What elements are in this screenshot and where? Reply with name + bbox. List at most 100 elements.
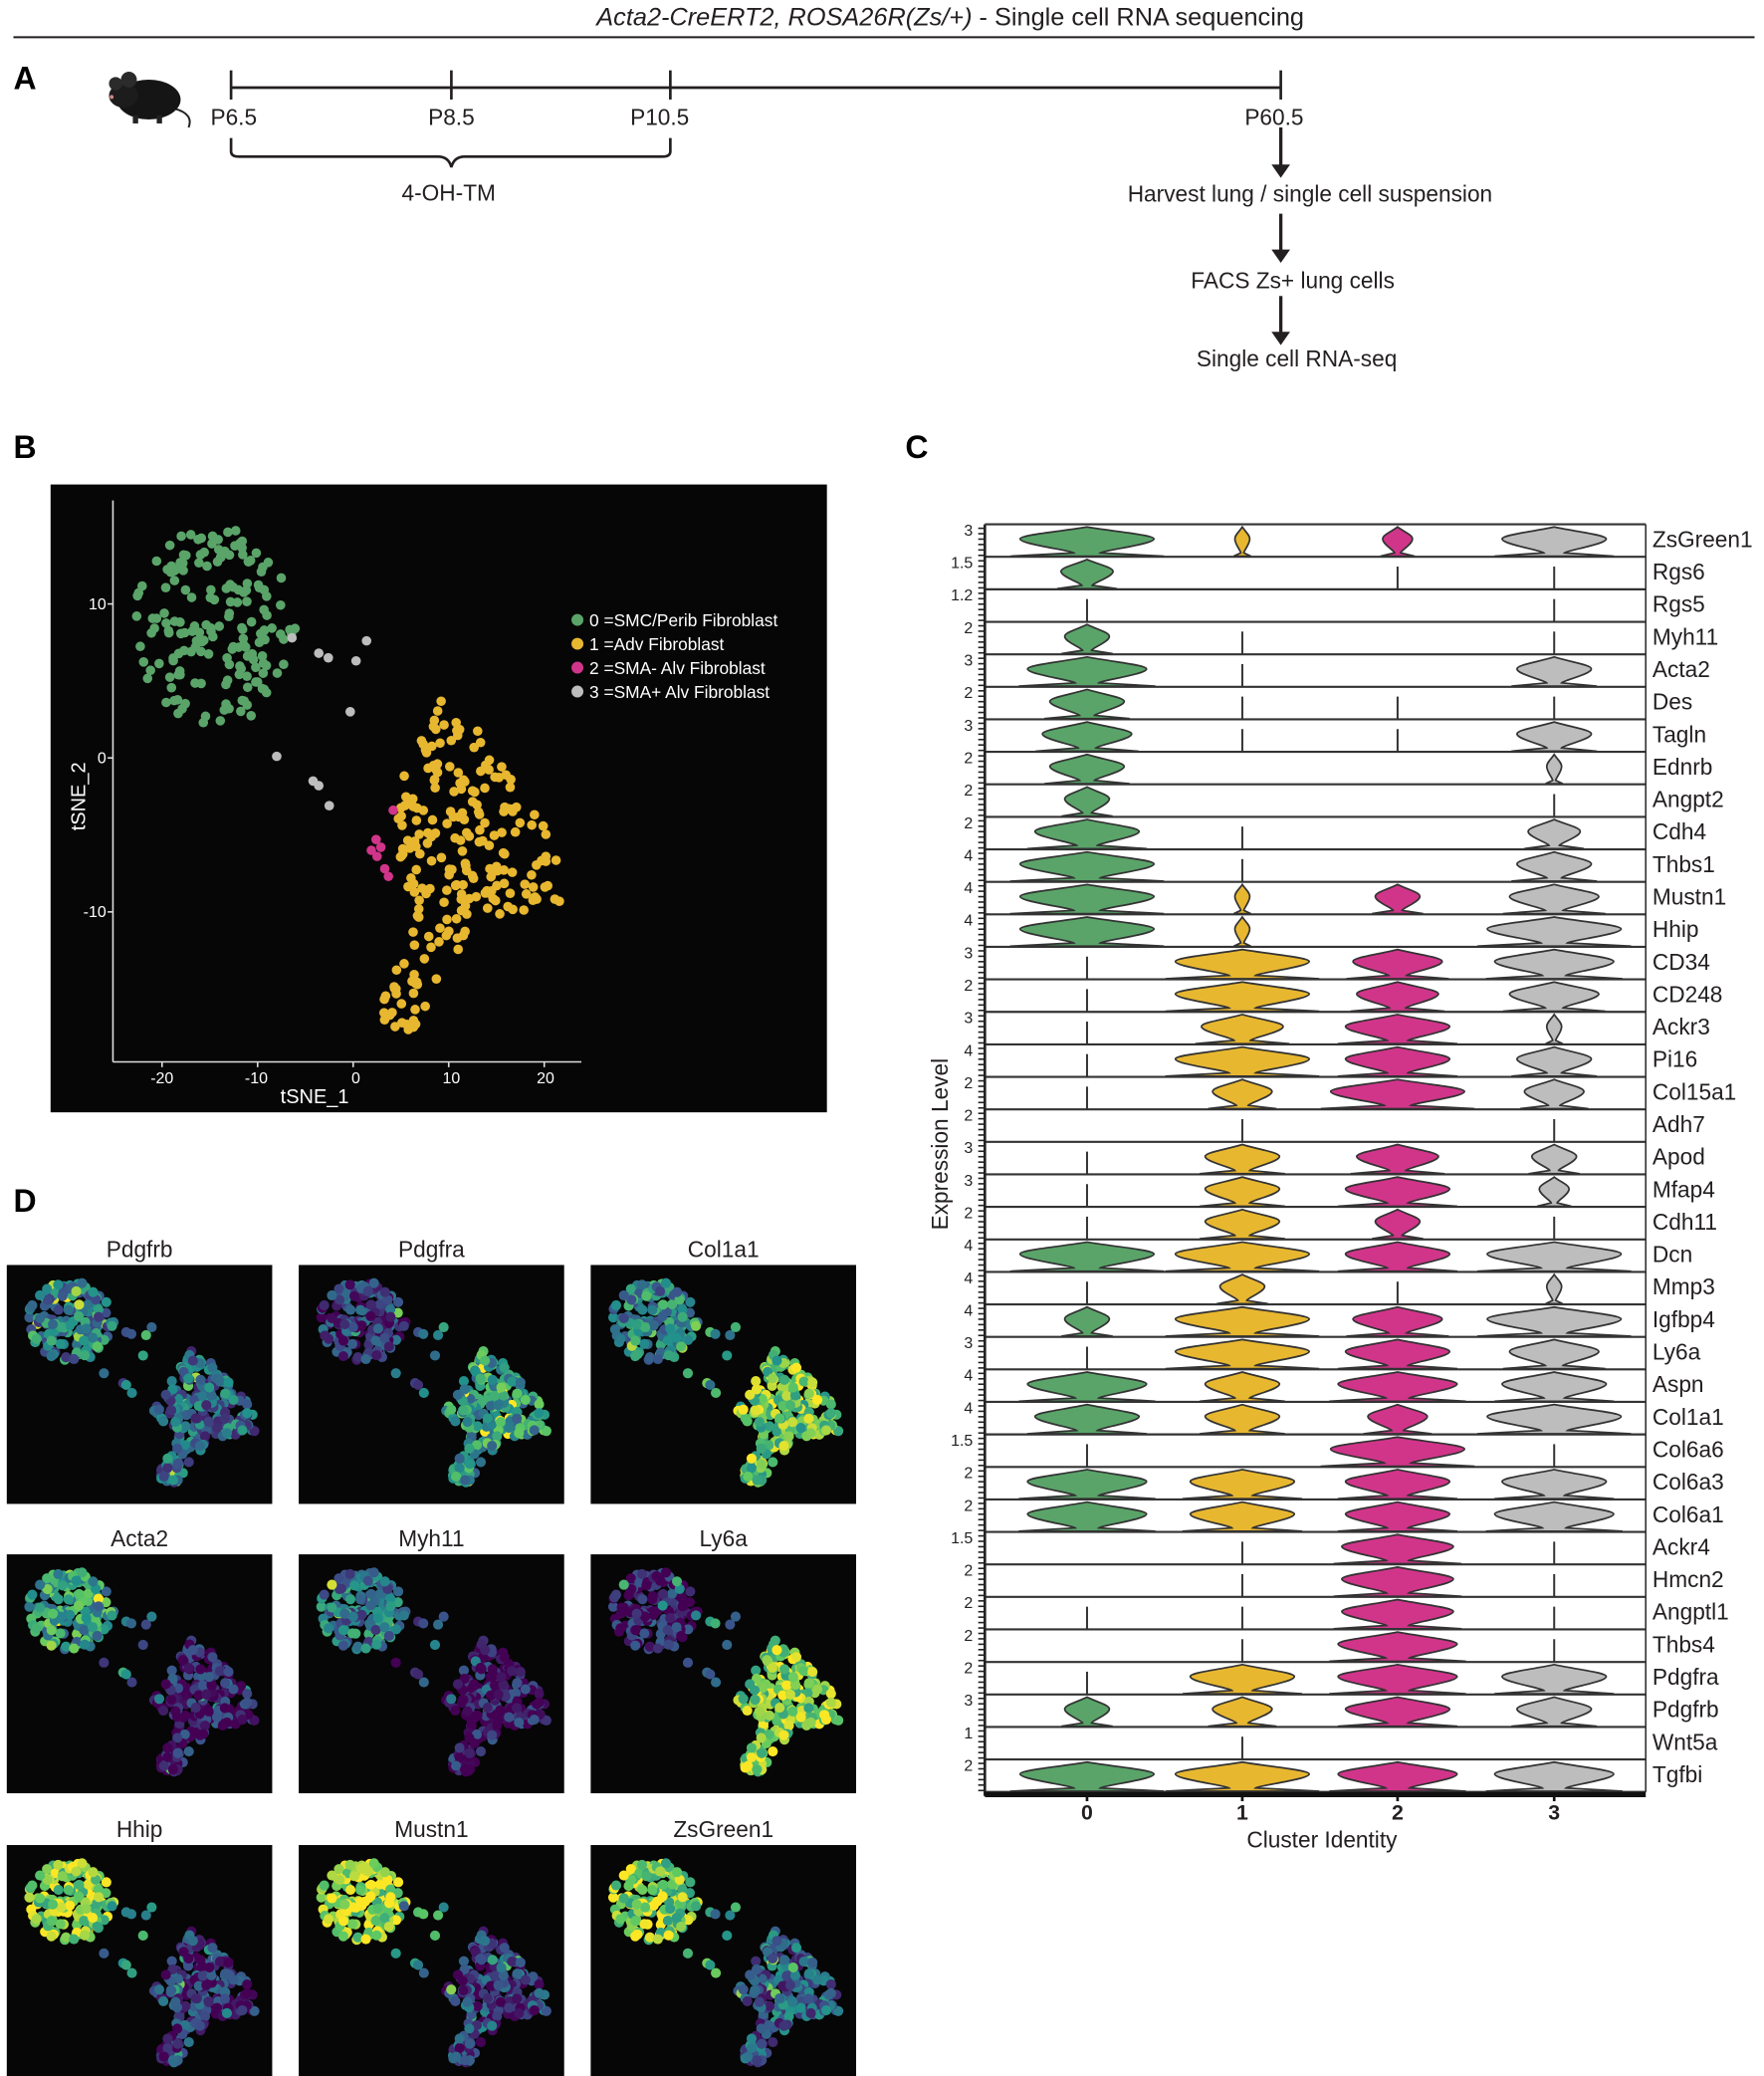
feature-point [805, 1717, 816, 1729]
feature-point [487, 2020, 498, 2031]
violin-row-Mustn1: 4 Mustn1 [964, 880, 1726, 916]
tsne-point-cluster-3 [314, 648, 325, 658]
feature-point [647, 1594, 658, 1605]
tsne-point-cluster-1 [468, 873, 479, 884]
feature-point [631, 1608, 642, 1619]
feature-point [820, 2004, 832, 2016]
x-axis-title: tSNE_1 [281, 1086, 349, 1108]
feature-point [107, 1610, 117, 1621]
feature-point [482, 1702, 493, 1714]
y-tick-label: 3 [964, 945, 973, 962]
feature-point [812, 1394, 823, 1405]
tsne-point-cluster-1 [451, 879, 462, 890]
violin-cluster-1 [1165, 1241, 1320, 1272]
tsne-point-cluster-0 [196, 646, 206, 657]
tsne-point-cluster-0 [230, 541, 240, 551]
feature-point [452, 1969, 464, 1980]
feature-point [53, 1304, 64, 1315]
y-tick-label: -10 [84, 904, 107, 921]
feature-point [772, 1645, 782, 1656]
feature-point [459, 1963, 470, 1975]
feature-point [764, 1421, 775, 1432]
feature-point [83, 1298, 94, 1309]
feature-point [398, 1610, 409, 1621]
feature-point [56, 1321, 67, 1333]
tsne-point-cluster-1 [420, 1001, 430, 1012]
feature-point [158, 1471, 169, 1483]
feature-point [752, 1475, 763, 1486]
feature-point [53, 1594, 64, 1605]
tsne-point-cluster-0 [169, 576, 180, 585]
tsne-point-cluster-1 [398, 844, 409, 854]
feature-point [190, 1413, 201, 1424]
feature-point [327, 1579, 337, 1590]
feature-point [795, 2002, 806, 2013]
feature-point [676, 1341, 687, 1352]
feature-point [61, 1641, 72, 1652]
gene-label: Thbs4 [1653, 1631, 1715, 1657]
feature-point [35, 1870, 46, 1881]
tsne-point-cluster-1 [480, 783, 490, 794]
feature-point [221, 1428, 233, 1439]
tsne-point-cluster-0 [172, 695, 183, 705]
feature-point [774, 1992, 785, 2004]
violin-row-Cdh4: 2 Cdh4 [964, 815, 1706, 851]
feature-point [24, 1892, 35, 1903]
feature-point [249, 2005, 260, 2016]
tsne-point-cluster-0 [175, 617, 185, 627]
feature-point [751, 1963, 763, 1975]
feature-point [657, 1299, 669, 1310]
step-label: FACS Zs+ lung cells [1191, 267, 1395, 293]
feature-point [360, 1934, 371, 1945]
violin-row-Rgs5: 1.2 Rgs5 [951, 587, 1705, 623]
feature-point [671, 1332, 682, 1343]
tsne-point-cluster-1 [409, 940, 420, 950]
feature-point [398, 1320, 409, 1331]
violin-cluster-3 [1476, 916, 1632, 948]
feature-point [496, 1672, 507, 1683]
feature-plot-Col1a1: Col1a1 [590, 1236, 857, 1504]
feature-point [674, 1294, 685, 1305]
tsne-point-cluster-0 [151, 613, 162, 623]
feature-point [807, 1377, 818, 1388]
feature-point [487, 1730, 498, 1740]
tsne-point-cluster-0 [223, 527, 233, 538]
feature-point [738, 1694, 749, 1705]
feature-point [459, 1384, 470, 1395]
gene-label: Hmcn2 [1653, 1566, 1724, 1592]
feature-point [162, 1453, 173, 1464]
tsne-point-cluster-0 [262, 610, 272, 620]
feature-point [767, 1953, 778, 1964]
feature-point [768, 1745, 778, 1757]
tsne-point-cluster-1 [427, 814, 438, 825]
feature-point [751, 1673, 763, 1685]
feature-point [48, 1608, 59, 1619]
tsne-point-cluster-0 [233, 584, 244, 595]
feature-point [221, 2007, 233, 2019]
feature-point [722, 1639, 733, 1651]
violin-row-Tagln: 3 Tagln [964, 718, 1706, 754]
violin-row-Igfbp4: 4 Igfbp4 [964, 1303, 1715, 1338]
tsne-point-cluster-0 [276, 573, 287, 583]
feature-point [24, 1601, 35, 1612]
y-tick-label: 2 [964, 1466, 973, 1483]
feature-point [53, 1859, 64, 1870]
tsne-point-cluster-1 [505, 888, 516, 898]
feature-point [655, 1575, 666, 1586]
tsne-point-cluster-1 [434, 937, 444, 947]
feature-point [183, 1457, 194, 1468]
feature-point [204, 1382, 215, 1393]
gene-label: Wnt5a [1653, 1729, 1718, 1754]
feature-point [541, 1715, 551, 1726]
tsne-point-cluster-1 [414, 829, 424, 839]
feature-point [214, 1666, 226, 1677]
feature-point [618, 1579, 629, 1590]
feature-point [825, 1408, 836, 1419]
feature-point [639, 1902, 651, 1913]
feature-point [57, 1580, 68, 1591]
feature-point [88, 1576, 99, 1587]
feature-point [498, 1970, 509, 1981]
feature-plot-title: Myh11 [398, 1525, 464, 1551]
feature-point [615, 1333, 626, 1344]
feature-point [99, 1948, 110, 1959]
